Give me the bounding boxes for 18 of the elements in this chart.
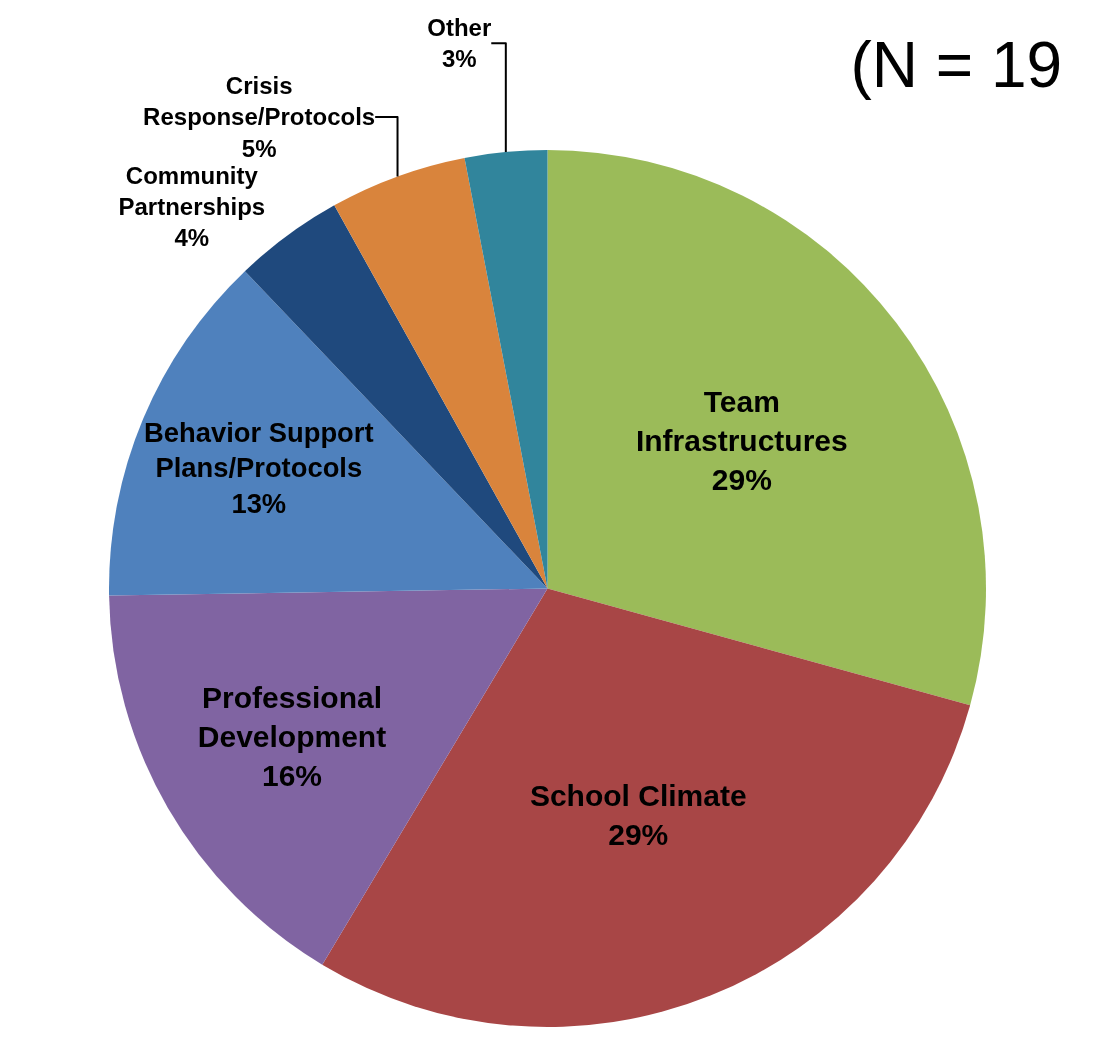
data-label: 29% bbox=[608, 818, 669, 852]
slice-label: Behavior Support Plans/Protocols bbox=[144, 416, 374, 484]
slice-label: School Climate bbox=[529, 779, 747, 813]
chart-title: (N = 19 bbox=[850, 28, 1063, 101]
data-label: 29% bbox=[711, 463, 772, 497]
data-label: 3% bbox=[441, 45, 477, 73]
data-label: 16% bbox=[261, 758, 322, 792]
pie-slice bbox=[464, 150, 548, 589]
pie-slice bbox=[109, 271, 548, 596]
slice-label: Crisis Response/Protocols bbox=[143, 72, 376, 131]
slice-label: Community Partnerships bbox=[118, 161, 266, 220]
data-label: 13% bbox=[231, 487, 287, 519]
data-label: 5% bbox=[241, 134, 277, 162]
slice-label: Professional Development bbox=[197, 680, 387, 753]
data-label: 4% bbox=[174, 224, 210, 252]
slice-label: Other bbox=[427, 14, 492, 42]
pie-slice bbox=[547, 150, 986, 706]
slice-label: Team Infrastructures bbox=[635, 385, 848, 458]
